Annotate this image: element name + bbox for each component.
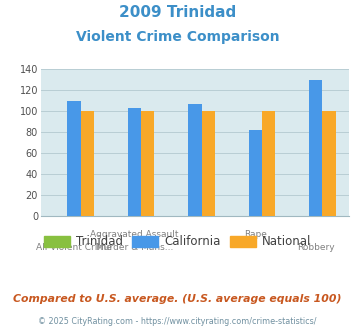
Text: Rape: Rape <box>244 230 267 239</box>
Bar <box>188 104 202 216</box>
Text: Compared to U.S. average. (U.S. average equals 100): Compared to U.S. average. (U.S. average … <box>13 294 342 304</box>
Bar <box>309 80 322 216</box>
Bar <box>67 101 81 216</box>
Bar <box>322 111 336 216</box>
Bar <box>262 111 275 216</box>
Text: Violent Crime Comparison: Violent Crime Comparison <box>76 30 279 44</box>
Bar <box>248 130 262 216</box>
Bar <box>128 108 141 216</box>
Legend: Trinidad, California, National: Trinidad, California, National <box>39 231 316 253</box>
Bar <box>202 111 215 216</box>
Text: All Violent Crime: All Violent Crime <box>36 243 112 251</box>
Text: Robbery: Robbery <box>297 243 334 251</box>
Text: 2009 Trinidad: 2009 Trinidad <box>119 5 236 20</box>
Bar <box>81 111 94 216</box>
Bar <box>141 111 154 216</box>
Text: Murder & Mans...: Murder & Mans... <box>96 243 173 251</box>
Text: © 2025 CityRating.com - https://www.cityrating.com/crime-statistics/: © 2025 CityRating.com - https://www.city… <box>38 317 317 326</box>
Text: Aggravated Assault: Aggravated Assault <box>90 230 179 239</box>
